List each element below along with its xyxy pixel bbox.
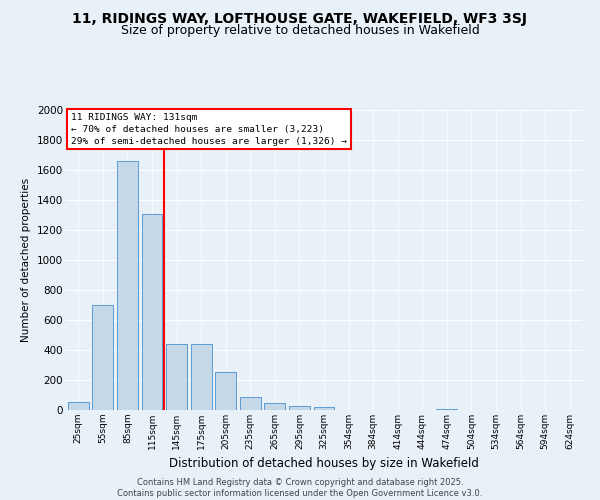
Bar — [191, 344, 212, 410]
Bar — [314, 407, 334, 410]
Bar — [289, 406, 310, 410]
Y-axis label: Number of detached properties: Number of detached properties — [22, 178, 31, 342]
Bar — [92, 305, 113, 410]
Bar — [166, 344, 187, 410]
Bar — [215, 372, 236, 410]
Bar — [142, 214, 163, 410]
Text: Size of property relative to detached houses in Wakefield: Size of property relative to detached ho… — [121, 24, 479, 37]
Bar — [68, 402, 89, 410]
X-axis label: Distribution of detached houses by size in Wakefield: Distribution of detached houses by size … — [169, 458, 479, 470]
Bar — [240, 397, 261, 410]
Text: 11, RIDINGS WAY, LOFTHOUSE GATE, WAKEFIELD, WF3 3SJ: 11, RIDINGS WAY, LOFTHOUSE GATE, WAKEFIE… — [73, 12, 527, 26]
Bar — [265, 403, 286, 410]
Text: 11 RIDINGS WAY: 131sqm
← 70% of detached houses are smaller (3,223)
29% of semi-: 11 RIDINGS WAY: 131sqm ← 70% of detached… — [71, 113, 347, 146]
Bar — [117, 161, 138, 410]
Bar — [436, 409, 457, 410]
Text: Contains HM Land Registry data © Crown copyright and database right 2025.
Contai: Contains HM Land Registry data © Crown c… — [118, 478, 482, 498]
